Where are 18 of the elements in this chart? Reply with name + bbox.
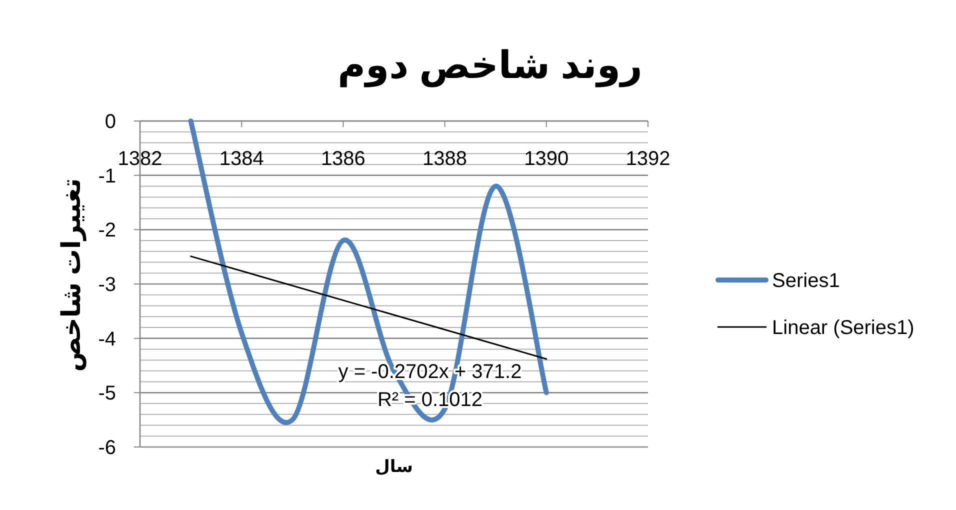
- y-tick-label: -3: [98, 274, 116, 296]
- x-tick-label: 1388: [422, 148, 468, 170]
- y-tick-label: -6: [98, 437, 116, 459]
- x-tick-label: 1390: [524, 148, 569, 170]
- x-tick-label: 1384: [219, 148, 264, 170]
- x-tick-label: 1392: [626, 148, 670, 170]
- y-tick-label: -4: [98, 328, 116, 350]
- y-tick-label: -2: [98, 220, 116, 242]
- x-tick-label: 1386: [320, 148, 366, 170]
- y-tick-label: -1: [98, 165, 116, 188]
- x-axis-title: سال: [375, 457, 413, 476]
- x-tick-label: 1382: [118, 148, 162, 170]
- chart-title: روند شاخص دوم: [338, 45, 642, 88]
- legend-label: Linear (Series1): [772, 317, 914, 339]
- y-axis-title: تغییرات شاخص: [56, 178, 87, 372]
- y-tick-label: 0: [104, 111, 116, 133]
- y-tick-label: -5: [98, 382, 116, 405]
- legend-label: Series1: [772, 270, 840, 292]
